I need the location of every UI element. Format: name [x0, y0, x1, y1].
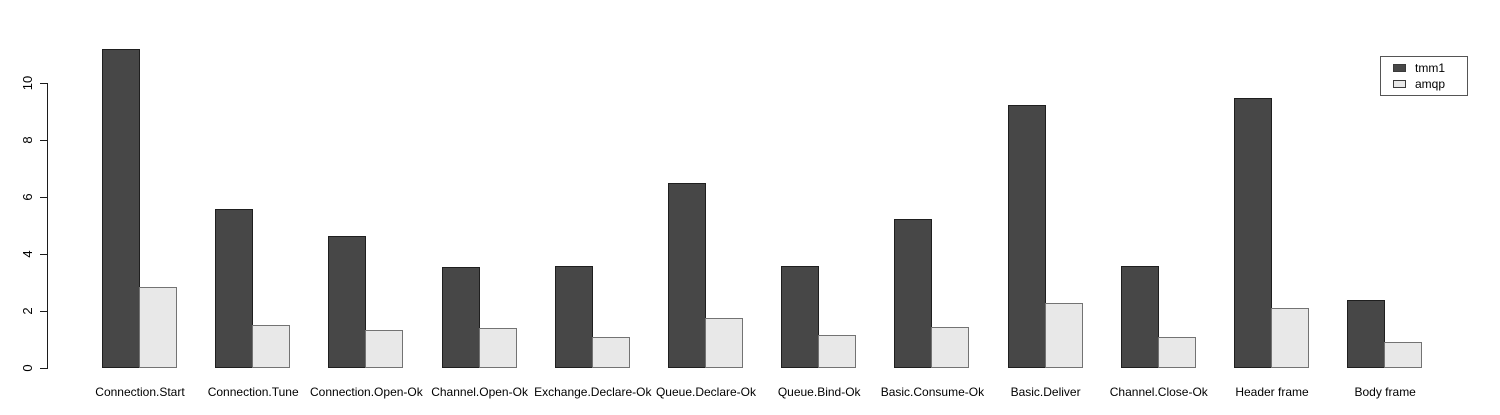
category-label: Channel.Close-Ok [1109, 385, 1208, 399]
bar-amqp [365, 329, 404, 368]
category-label: Queue.Bind-Ok [777, 385, 861, 399]
bar-tmm1 [668, 182, 706, 368]
legend-label: amqp [1415, 77, 1446, 91]
legend-item: amqp [1393, 78, 1467, 90]
category-label: Header frame [1235, 385, 1309, 399]
bar-group [1007, 104, 1085, 368]
legend-swatch-amqp [1393, 80, 1406, 88]
bar-group [1120, 265, 1198, 368]
y-tick-mark [40, 83, 47, 85]
bar-group [668, 182, 745, 368]
category-label: Channel.Open-Ok [431, 385, 528, 399]
y-tick-mark [40, 254, 47, 256]
bar-group [894, 218, 971, 368]
bar-amqp [591, 336, 630, 368]
category-label: Connection.Open-Ok [310, 385, 423, 399]
category-label: Exchange.Declare-Ok [534, 385, 652, 399]
y-axis-line [47, 83, 48, 369]
legend-item: tmm1 [1393, 62, 1467, 74]
legend-label: tmm1 [1415, 61, 1445, 75]
bar-tmm1 [328, 235, 367, 368]
bar-amqp [931, 326, 970, 368]
bar-group [441, 266, 519, 368]
bar-group [1347, 299, 1424, 368]
bar-tmm1 [1120, 265, 1159, 368]
category-label: Queue.Declare-Ok [655, 385, 757, 399]
bar-group [1234, 97, 1311, 368]
bar-group [554, 265, 632, 368]
y-tick-mark [40, 197, 47, 199]
legend: tmm1 amqp [1380, 56, 1468, 96]
category-label: Basic.Consume-Ok [880, 385, 985, 399]
bar-tmm1 [1007, 104, 1046, 368]
y-tick-mark [40, 311, 47, 313]
bar-tmm1 [894, 218, 933, 368]
bar-amqp [1271, 308, 1309, 368]
bar-group [215, 208, 292, 368]
bar-group [328, 235, 405, 368]
y-tick-mark [40, 368, 47, 369]
bar-amqp [478, 328, 517, 368]
bar-amqp [1384, 342, 1423, 368]
bar-tmm1 [441, 266, 480, 368]
bar-amqp [1044, 302, 1083, 368]
bar-amqp [252, 325, 291, 368]
legend-swatch-tmm1 [1393, 64, 1406, 72]
bar-tmm1 [215, 208, 254, 368]
category-label: Body frame [1354, 385, 1416, 399]
bar-tmm1 [554, 265, 593, 368]
bar-tmm1 [1347, 299, 1386, 368]
category-label: Connection.Tune [207, 385, 299, 399]
bar-tmm1 [781, 265, 820, 368]
category-label: Basic.Deliver [1010, 385, 1081, 399]
bar-amqp [139, 286, 177, 368]
category-label: Connection.Start [95, 385, 185, 399]
y-tick-mark [40, 140, 47, 142]
bar-amqp [818, 335, 857, 368]
bar-tmm1 [1234, 97, 1272, 368]
bar-group [781, 265, 858, 368]
bar-amqp [1157, 336, 1196, 368]
bar-group [102, 49, 179, 368]
bar-amqp [705, 318, 743, 368]
bar-tmm1 [102, 49, 140, 368]
